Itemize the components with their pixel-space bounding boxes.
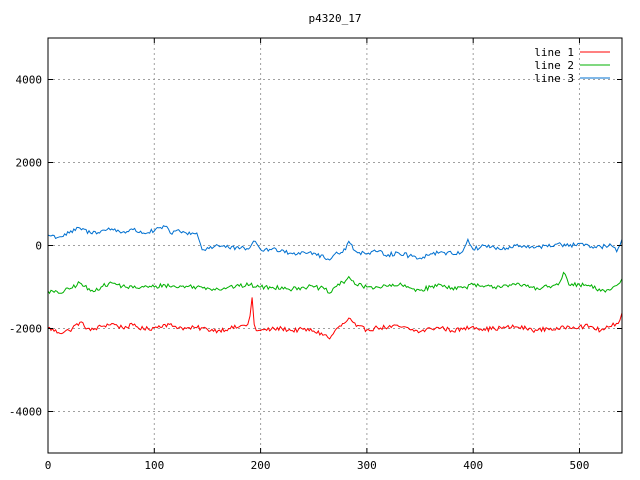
x-tick-label: 100 <box>144 459 164 472</box>
series-line-2 <box>47 271 623 295</box>
series-line-3 <box>47 225 623 261</box>
y-tick-label: 4000 <box>16 74 43 87</box>
y-tick-label: 0 <box>35 240 42 253</box>
y-tick-label: -4000 <box>9 406 42 419</box>
x-tick-label: 0 <box>45 459 52 472</box>
x-tick-label: 500 <box>570 459 590 472</box>
grid-layer <box>48 38 622 453</box>
legend-label-2: line 2 <box>534 59 574 72</box>
legend-label-3: line 3 <box>534 72 574 85</box>
ticks-layer: 0 100 200 300 400 500 -4000 -2000 0 2000 4000 <box>9 38 622 472</box>
chart-title: p4320_17 <box>309 12 362 25</box>
x-tick-label: 400 <box>463 459 483 472</box>
legend-label-1: line 1 <box>534 46 574 59</box>
y-tick-label: -2000 <box>9 323 42 336</box>
y-tick-label: 2000 <box>16 157 43 170</box>
series-line-1 <box>47 297 623 340</box>
series-layer <box>47 225 623 340</box>
x-tick-label: 200 <box>251 459 271 472</box>
x-tick-label: 300 <box>357 459 377 472</box>
